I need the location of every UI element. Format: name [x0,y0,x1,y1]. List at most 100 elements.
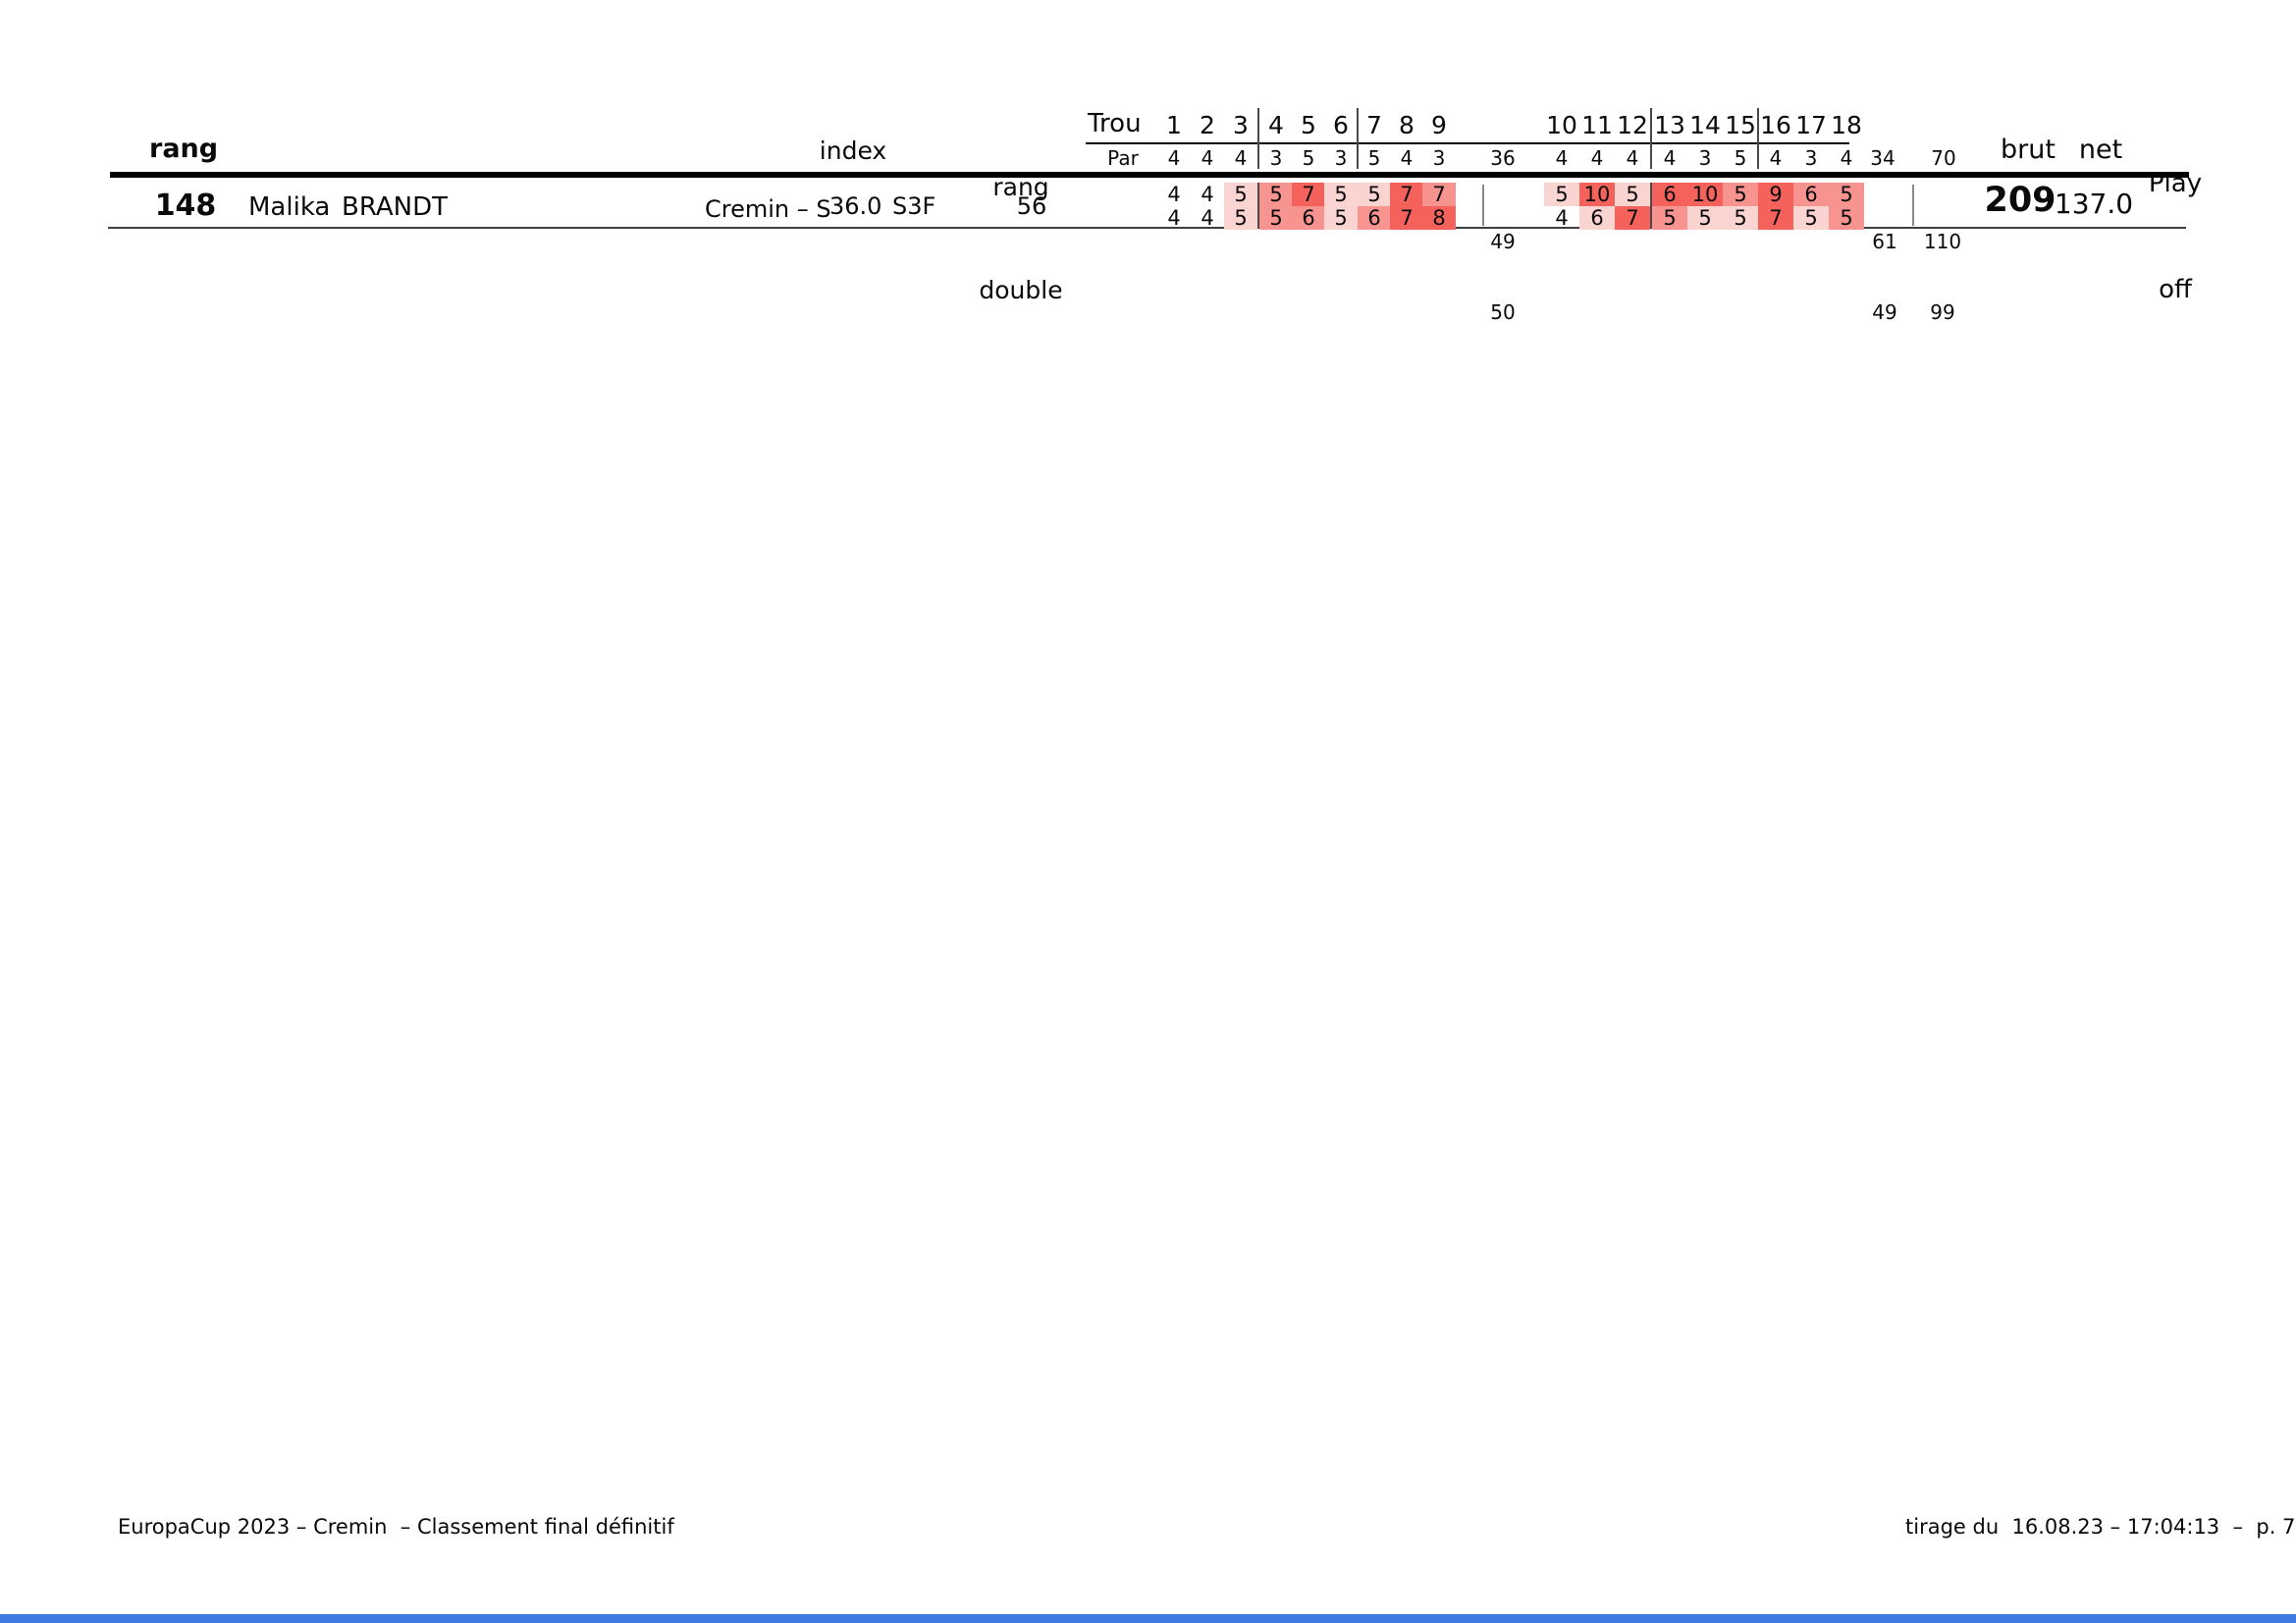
header-par-label: Par [1107,146,1139,170]
hole-number: 10 [1546,111,1577,139]
hole-par: 3 [1269,146,1283,170]
bottom-blue-bar [0,1614,2296,1623]
hole-par: 4 [1840,146,1853,170]
hole-number: 18 [1831,111,1862,139]
player-index: 36.0 [829,192,882,220]
header-index-label: index [819,136,887,165]
score-cell: 5 [1544,183,1579,206]
score-cell: 6 [1793,183,1829,206]
player-first-name: Malika [248,192,331,222]
header-rang-label: rang [149,134,219,164]
score-cell: 7 [1422,183,1456,206]
hole-number: 12 [1617,111,1648,139]
score-cell: 5 [1793,206,1829,230]
hole-par: 3 [1698,146,1712,170]
round-total-separator [1912,185,1914,226]
hole-number: 15 [1725,111,1756,139]
header-group-divider [1757,108,1759,169]
player-net: 137.0 [2054,188,2134,220]
header-out-par: 36 [1490,146,1516,170]
header-playoff-label: Play off [2148,169,2203,304]
score-cell: 7 [1390,183,1423,206]
header-rang-double-label: rang double [979,173,1063,304]
score-cell: 4 [1201,183,1214,206]
score-cell: 5 [1829,206,1864,230]
hole-par: 3 [1432,146,1446,170]
hole-number: 1 [1166,111,1182,139]
header-total-par: 70 [1931,146,1956,170]
score-cell: 5 [1723,206,1758,230]
hole-par: 4 [1769,146,1783,170]
score-cell: 6 [1579,206,1615,230]
player-rank: 148 [154,189,217,223]
score-cell: 7 [1758,206,1793,230]
hole-number: 2 [1200,111,1215,139]
hole-par: 4 [1626,146,1639,170]
score-cell: 7 [1390,206,1423,230]
score-cell: 5 [1687,206,1723,230]
score-cell: 5 [1723,183,1758,206]
score-cell: 5 [1259,183,1293,206]
header-trou-label: Trou [1088,109,1142,138]
player-out-totals: 49 50 [1490,230,1516,324]
player-round-totals: 110 99 [1923,230,1962,324]
header-in-par: 34 [1870,146,1896,170]
hole-par: 4 [1201,146,1214,170]
hole-par: 4 [1555,146,1569,170]
trou-par-divider-line [1086,142,1849,144]
score-cell: 5 [1652,206,1687,230]
player-last-name: BRANDT [342,192,448,222]
score-cell: 5 [1224,183,1257,206]
hole-par: 5 [1302,146,1315,170]
score-group-divider [1650,183,1652,229]
hole-par: 3 [1804,146,1818,170]
score-cell: 5 [1615,183,1650,206]
score-cell: 5 [1324,206,1358,230]
hole-number: 7 [1366,111,1382,139]
hole-number: 13 [1654,111,1685,139]
score-cell: 10 [1579,183,1615,206]
score-cell: 9 [1758,183,1793,206]
header-group-divider [1650,108,1652,169]
hole-par: 4 [1167,146,1181,170]
score-cell: 6 [1652,183,1687,206]
score-cell: 4 [1201,206,1214,230]
score-cell: 10 [1687,183,1723,206]
hole-number: 4 [1268,111,1284,139]
score-cell: 5 [1358,183,1391,206]
header-net-label: net [2078,135,2123,165]
hole-number: 9 [1431,111,1447,139]
hole-number: 8 [1399,111,1415,139]
hole-number: 6 [1333,111,1349,139]
score-cell: 5 [1324,183,1358,206]
hole-par: 4 [1590,146,1604,170]
hole-par: 5 [1367,146,1381,170]
hole-number: 11 [1581,111,1613,139]
score-cell: 5 [1829,183,1864,206]
score-cell: 4 [1555,206,1569,230]
out-total-separator [1482,185,1484,226]
score-group-divider [1257,183,1259,229]
score-cell: 5 [1259,206,1293,230]
hole-number: 3 [1233,111,1249,139]
player-rang-double: 56 [1016,192,1047,220]
hole-par: 4 [1234,146,1248,170]
score-cell: 4 [1167,183,1181,206]
hole-par: 3 [1334,146,1348,170]
header-brut-label: brut [2001,135,2056,165]
hole-par: 4 [1663,146,1677,170]
hole-number: 5 [1301,111,1316,139]
player-category: S3F [892,192,936,220]
score-cell: 5 [1224,206,1257,230]
score-cell: 6 [1292,206,1325,230]
player-club: Cremin – S [705,195,831,223]
player-brut: 209 [1984,181,2056,220]
header-group-divider [1357,108,1359,169]
header-underline [110,172,2189,178]
score-cell: 6 [1358,206,1391,230]
player-in-totals: 61 49 [1872,230,1897,324]
hole-number: 17 [1795,111,1827,139]
row-bottom-line [108,227,2186,229]
score-cell: 8 [1422,206,1456,230]
